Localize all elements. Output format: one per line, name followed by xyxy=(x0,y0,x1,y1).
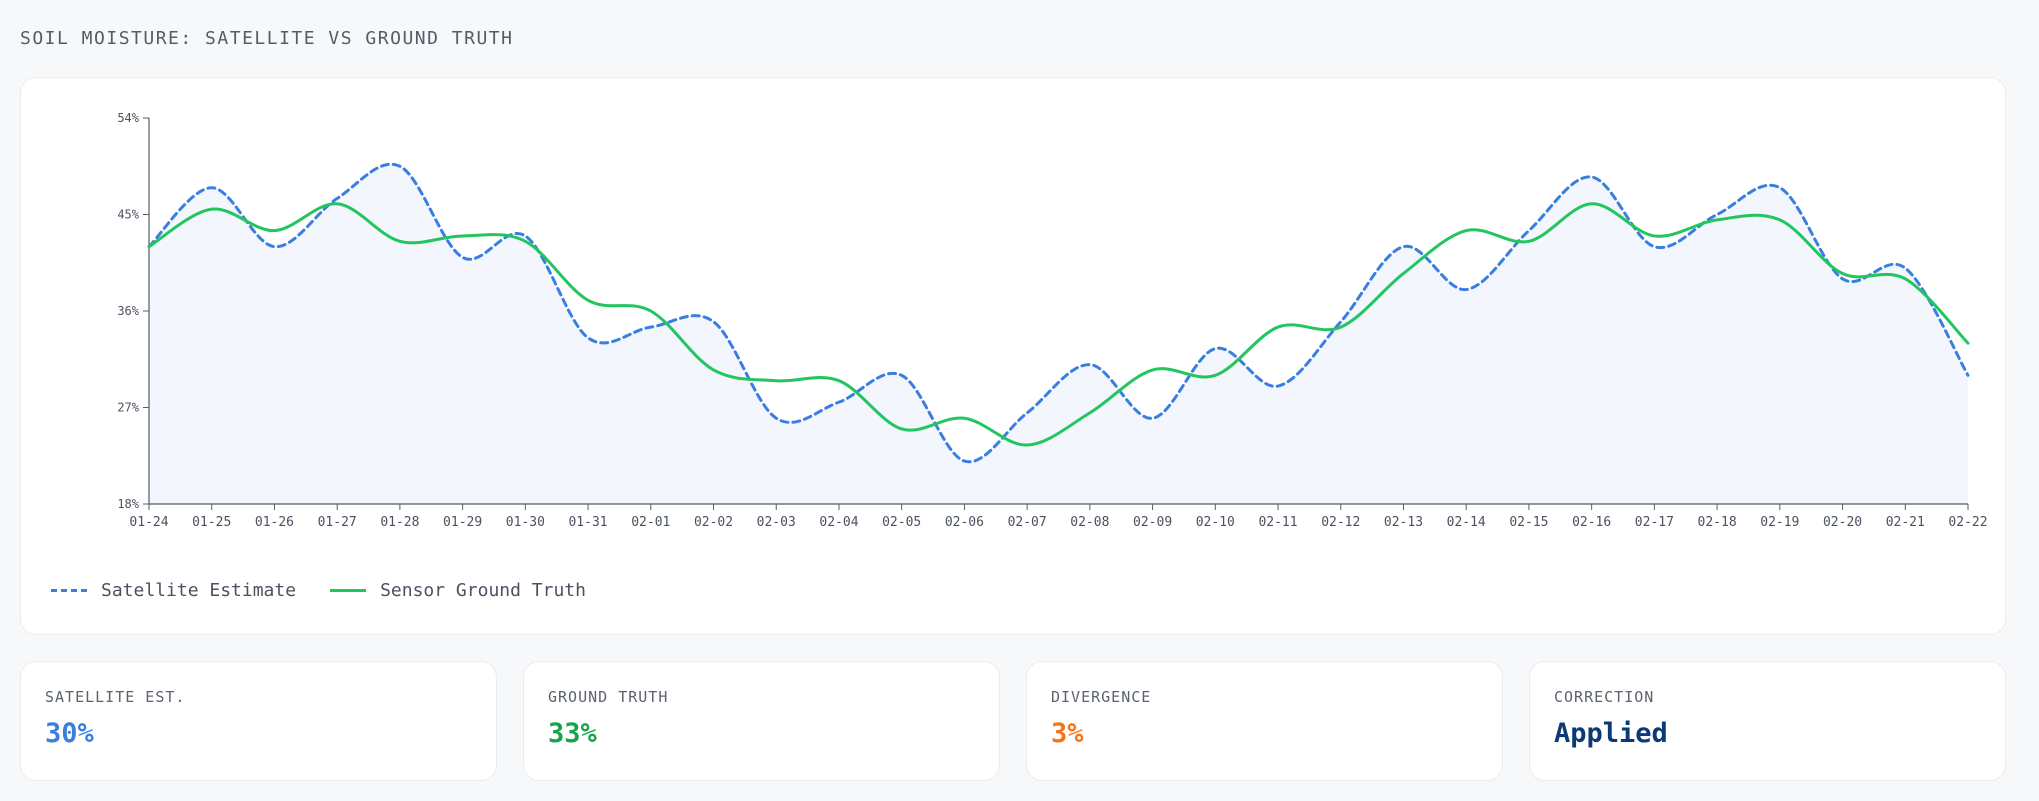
stat-label: SATELLITE EST. xyxy=(45,688,186,706)
y-tick-label: 45% xyxy=(117,208,139,222)
moisture-line-chart: 18% 27% 36% 45% 54% 01-24 01-25 01-26 01-27 01-28… xyxy=(117,111,1987,530)
x-tick-label: 01-26 xyxy=(255,515,294,530)
stat-card-satellite: SATELLITE EST. 30% xyxy=(20,661,497,781)
stat-value-satellite: 30% xyxy=(45,718,94,749)
x-tick-label: 02-17 xyxy=(1635,515,1674,530)
x-tick-label: 02-11 xyxy=(1258,515,1297,530)
page-title: SOIL MOISTURE: SATELLITE VS GROUND TRUTH xyxy=(20,28,514,49)
x-tick-label: 02-02 xyxy=(694,515,733,530)
y-tick-label: 54% xyxy=(117,111,139,125)
x-tick-label: 02-13 xyxy=(1384,515,1423,530)
stat-card-correction: CORRECTION Applied xyxy=(1529,661,2006,781)
stat-label: CORRECTION xyxy=(1554,688,1655,706)
stat-label: GROUND TRUTH xyxy=(548,688,669,706)
x-tick-label: 02-08 xyxy=(1070,515,1109,530)
satellite-series-line xyxy=(147,162,1970,464)
x-tick-label: 02-21 xyxy=(1886,515,1925,530)
stat-label: DIVERGENCE xyxy=(1051,688,1152,706)
y-tick-label: 27% xyxy=(117,401,139,415)
stat-value-divergence: 3% xyxy=(1051,718,1084,749)
x-tick-label: 02-03 xyxy=(757,515,796,530)
x-tick-label: 02-07 xyxy=(1008,515,1047,530)
x-tick-label: 01-30 xyxy=(506,515,545,530)
legend-label-ground-truth: Sensor Ground Truth xyxy=(380,580,586,601)
x-tick-label: 01-28 xyxy=(380,515,419,530)
x-tick-label: 02-06 xyxy=(945,515,984,530)
x-tick-label: 01-31 xyxy=(568,515,607,530)
x-tick-label: 02-09 xyxy=(1133,515,1172,530)
chart-card: 18% 27% 36% 45% 54% 01-24 01-25 01-26 01-27 01-28… xyxy=(20,77,2006,635)
stat-value-ground-truth: 33% xyxy=(548,718,597,749)
x-tick-label: 02-04 xyxy=(819,515,858,530)
chart-legend: Satellite Estimate Sensor Ground Truth xyxy=(51,580,586,601)
x-tick-label: 01-29 xyxy=(443,515,482,530)
x-tick-label: 01-27 xyxy=(318,515,357,530)
legend-item-ground-truth[interactable]: Sensor Ground Truth xyxy=(330,580,586,601)
x-tick-label: 01-24 xyxy=(129,515,168,530)
stat-card-divergence: DIVERGENCE 3% xyxy=(1026,661,1503,781)
ground-truth-swatch-icon xyxy=(330,589,367,592)
y-tick-label: 18% xyxy=(117,497,139,511)
x-tick-label: 02-01 xyxy=(631,515,670,530)
x-tick-label: 02-16 xyxy=(1572,515,1611,530)
x-tick-label: 02-18 xyxy=(1698,515,1737,530)
x-tick-label: 02-12 xyxy=(1321,515,1360,530)
x-tick-label: 02-22 xyxy=(1948,515,1987,530)
satellite-swatch-icon xyxy=(51,589,87,592)
legend-label-satellite: Satellite Estimate xyxy=(101,580,297,601)
stat-value-correction: Applied xyxy=(1554,718,1668,749)
y-tick-label: 36% xyxy=(117,304,139,318)
x-tick-label: 02-19 xyxy=(1760,515,1799,530)
x-tick-label: 02-10 xyxy=(1196,515,1235,530)
x-tick-label: 02-20 xyxy=(1823,515,1862,530)
x-tick-label: 01-25 xyxy=(192,515,231,530)
legend-item-satellite[interactable]: Satellite Estimate xyxy=(51,580,296,601)
x-tick-label: 02-15 xyxy=(1509,515,1548,530)
satellite-area-fill xyxy=(149,164,1968,504)
x-tick-label: 02-05 xyxy=(882,515,921,530)
ground-truth-series-line xyxy=(147,202,1970,447)
stat-card-ground-truth: GROUND TRUTH 33% xyxy=(523,661,1000,781)
x-tick-label: 02-14 xyxy=(1447,515,1486,530)
